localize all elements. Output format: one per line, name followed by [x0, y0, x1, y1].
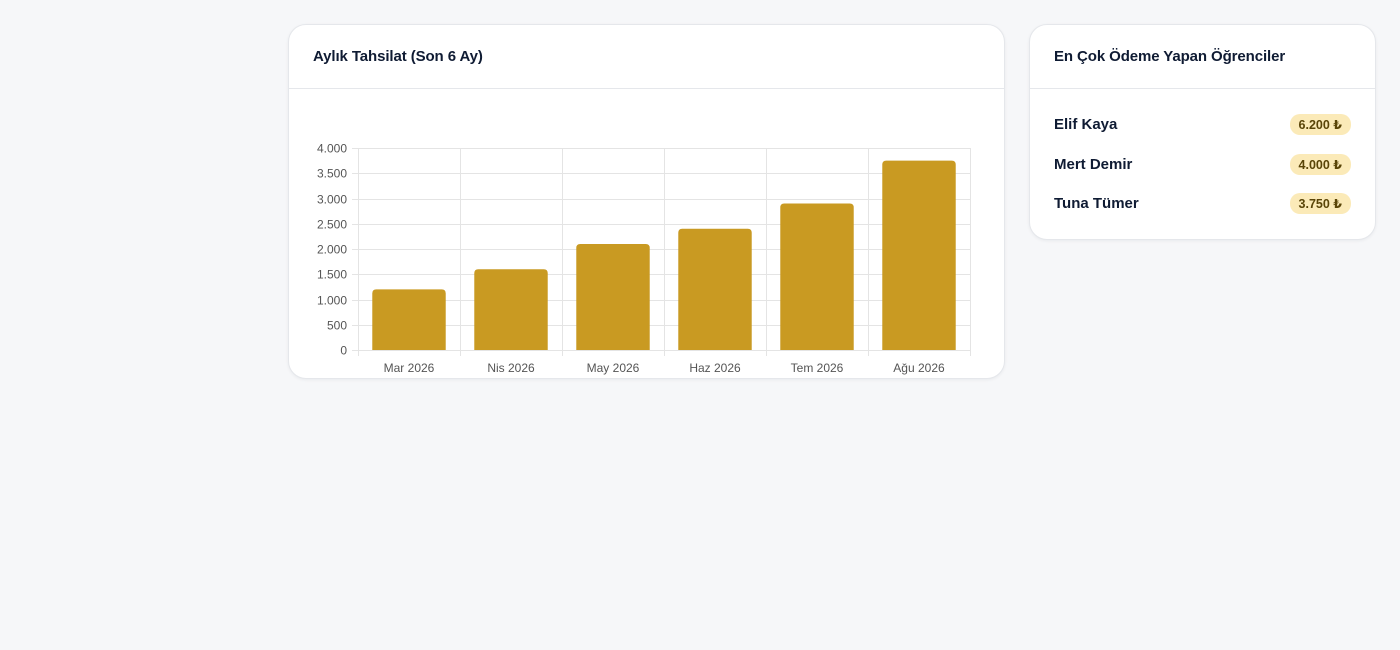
y-tick-label: 2.500 [317, 218, 347, 232]
top-paying-students-card: En Çok Ödeme Yapan Öğrenciler Elif Kaya … [1029, 24, 1376, 240]
y-tick-label: 3.500 [317, 167, 347, 181]
student-row[interactable]: Mert Demir 4.000 ₺ [1054, 145, 1351, 185]
bar-mar-2026 [372, 289, 446, 350]
top-paying-students-title: En Çok Ödeme Yapan Öğrenciler [1054, 48, 1286, 65]
x-tick-label: Haz 2026 [689, 361, 741, 375]
bar-tem-2026 [780, 203, 854, 350]
amount-badge: 4.000 ₺ [1289, 153, 1351, 175]
x-tick-label: Nis 2026 [487, 361, 535, 375]
y-tick-label: 1.500 [317, 268, 347, 282]
monthly-collection-card-header: Aylık Tahsilat (Son 6 Ay) [289, 25, 1004, 89]
student-list: Elif Kaya 6.200 ₺ Mert Demir 4.000 ₺ Tun… [1030, 89, 1375, 224]
monthly-collection-chart: 0 500 1.000 1.500 2.000 2.500 3.000 3.500 4.000 M… [317, 142, 971, 375]
x-tick-label: Tem 2026 [791, 361, 844, 375]
student-row[interactable]: Elif Kaya 6.200 ₺ [1054, 105, 1351, 145]
student-name: Elif Kaya [1054, 116, 1118, 134]
x-tick-label: May 2026 [587, 361, 640, 375]
top-paying-students-card-header: En Çok Ödeme Yapan Öğrenciler [1030, 25, 1375, 89]
y-tick-label: 0 [340, 344, 347, 358]
monthly-collection-title: Aylık Tahsilat (Son 6 Ay) [313, 48, 483, 65]
monthly-collection-card: Aylık Tahsilat (Son 6 Ay) 0 500 1.000 1.500… [288, 24, 1005, 379]
bar-ağu-2026 [882, 160, 956, 350]
student-name: Mert Demir [1054, 155, 1133, 173]
amount-badge: 6.200 ₺ [1289, 114, 1351, 136]
x-tick-label: Ağu 2026 [893, 361, 945, 375]
y-tick-label: 4.000 [317, 142, 347, 156]
student-name: Tuna Tümer [1054, 195, 1139, 213]
amount-badge: 3.750 ₺ [1289, 193, 1351, 215]
bar-nis-2026 [474, 269, 548, 350]
y-tick-label: 2.000 [317, 243, 347, 257]
bar-haz-2026 [678, 228, 752, 350]
x-tick-label: Mar 2026 [384, 361, 435, 375]
y-tick-label: 500 [327, 319, 347, 333]
bar-may-2026 [576, 243, 650, 350]
y-tick-label: 1.000 [317, 294, 347, 308]
y-tick-label: 3.000 [317, 193, 347, 207]
student-row[interactable]: Tuna Tümer 3.750 ₺ [1054, 184, 1351, 224]
